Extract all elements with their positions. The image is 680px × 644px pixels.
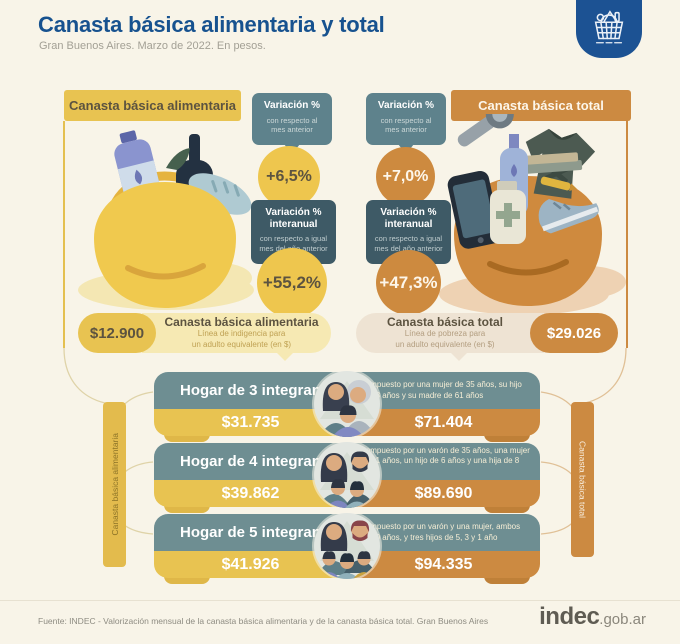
side-tab-label: Canasta básica alimentaria xyxy=(109,433,120,536)
bubble-subtitle: con respecto a igual mes del año anterio… xyxy=(374,234,443,253)
source-note: Fuente: INDEC - Valorización mensual de … xyxy=(38,616,489,626)
price-line1: Línea de indigencia para xyxy=(197,329,286,339)
price-alimentaria: $12.900 xyxy=(78,313,156,353)
shopping-basket-icon xyxy=(588,4,630,55)
bubble-subtitle: con respecto al mes anterior xyxy=(380,115,432,135)
household-label: Hogar de 3 integrantes xyxy=(180,382,343,399)
household-description: Compuesto por un varón de 35 años, una m… xyxy=(360,445,530,476)
price-title: Canasta básica alimentaria xyxy=(164,315,319,330)
row-values: $31.735 $71.404 xyxy=(154,409,540,436)
household-description: Compuesto por una mujer de 35 años, su h… xyxy=(360,379,522,400)
household-value-total: $71.404 xyxy=(347,409,540,436)
bubble-variacion-mensual-total: Variación % con respecto al mes anterior xyxy=(366,93,446,154)
pricebar-alimentaria-tail xyxy=(276,352,294,361)
bubble-title: Variación % xyxy=(377,100,435,111)
family-5-avatar xyxy=(314,513,380,579)
indec-logo-tab xyxy=(576,0,642,58)
indec-wordmark-main: indec xyxy=(539,603,600,630)
value-variacion-mensual-total: +7,0% xyxy=(376,147,435,206)
price-title: Canasta básica total xyxy=(386,315,504,330)
pricebar-alimentaria: $12.900 Canasta básica alimentaria Línea… xyxy=(78,313,331,353)
household-label: Hogar de 4 integrantes xyxy=(180,453,343,470)
price-info-total: Canasta básica total Línea de pobreza pa… xyxy=(356,313,544,353)
bubble-subtitle: con respecto al mes anterior xyxy=(266,115,318,135)
side-tab-total: Canasta básica total xyxy=(571,402,594,557)
footer-divider xyxy=(0,600,680,601)
bubble-title: Variación % interanual xyxy=(380,207,437,230)
header-canasta-alimentaria: Canasta básica alimentaria xyxy=(64,90,241,121)
household-value-total: $89.690 xyxy=(347,480,540,507)
bubble-variacion-mensual-alimentaria: Variación % con respecto al mes anterior xyxy=(252,93,332,154)
header-canasta-total: Canasta básica total xyxy=(451,90,631,121)
household-row-4: Hogar de 4 integrantes Compuesto por un … xyxy=(154,442,540,513)
left-panel-frame-line xyxy=(63,121,65,348)
family-4-avatar xyxy=(314,442,380,508)
bubble-title: Variación % interanual xyxy=(265,207,322,230)
value-variacion-interanual-alimentaria: +55,2% xyxy=(257,248,327,318)
pricebar-total: Canasta básica total Línea de pobreza pa… xyxy=(356,313,618,353)
indec-wordmark-suffix: .gob.ar xyxy=(599,611,646,628)
side-tab-label: Canasta básica total xyxy=(577,440,588,519)
right-panel-frame-line xyxy=(626,121,628,348)
household-value-total: $94.335 xyxy=(347,551,540,578)
price-info-alimentaria: Canasta básica alimentaria Línea de indi… xyxy=(142,313,331,353)
household-label: Hogar de 5 integrantes xyxy=(180,524,343,541)
family-3-avatar xyxy=(314,371,380,437)
price-line2: un adulto equivalente (en $) xyxy=(191,339,292,349)
price-line1: Línea de pobreza para xyxy=(404,329,486,339)
household-row-3: Hogar de 3 integrantes Compuesto por una… xyxy=(154,371,540,442)
household-description: Compuesto por un varón y una mujer, ambo… xyxy=(360,521,521,542)
price-line2: un adulto equivalente (en $) xyxy=(395,339,495,349)
bubble-title: Variación % xyxy=(263,100,321,111)
value-variacion-interanual-total: +47,3% xyxy=(376,250,441,315)
total-basket-illustration xyxy=(436,100,632,321)
pricebar-total-tail xyxy=(450,352,468,361)
side-tab-alimentaria: Canasta básica alimentaria xyxy=(103,402,126,567)
page-title: Canasta básica alimentaria y total xyxy=(38,12,385,37)
price-total: $29.026 xyxy=(530,313,618,353)
value-variacion-mensual-alimentaria: +6,5% xyxy=(258,146,320,208)
page-subtitle: Gran Buenos Aires. Marzo de 2022. En pes… xyxy=(39,40,266,52)
indec-wordmark: indec .gob.ar xyxy=(539,603,646,631)
food-basket-illustration xyxy=(70,118,260,321)
household-row-5: Hogar de 5 integrantes Compuesto por un … xyxy=(154,513,540,584)
